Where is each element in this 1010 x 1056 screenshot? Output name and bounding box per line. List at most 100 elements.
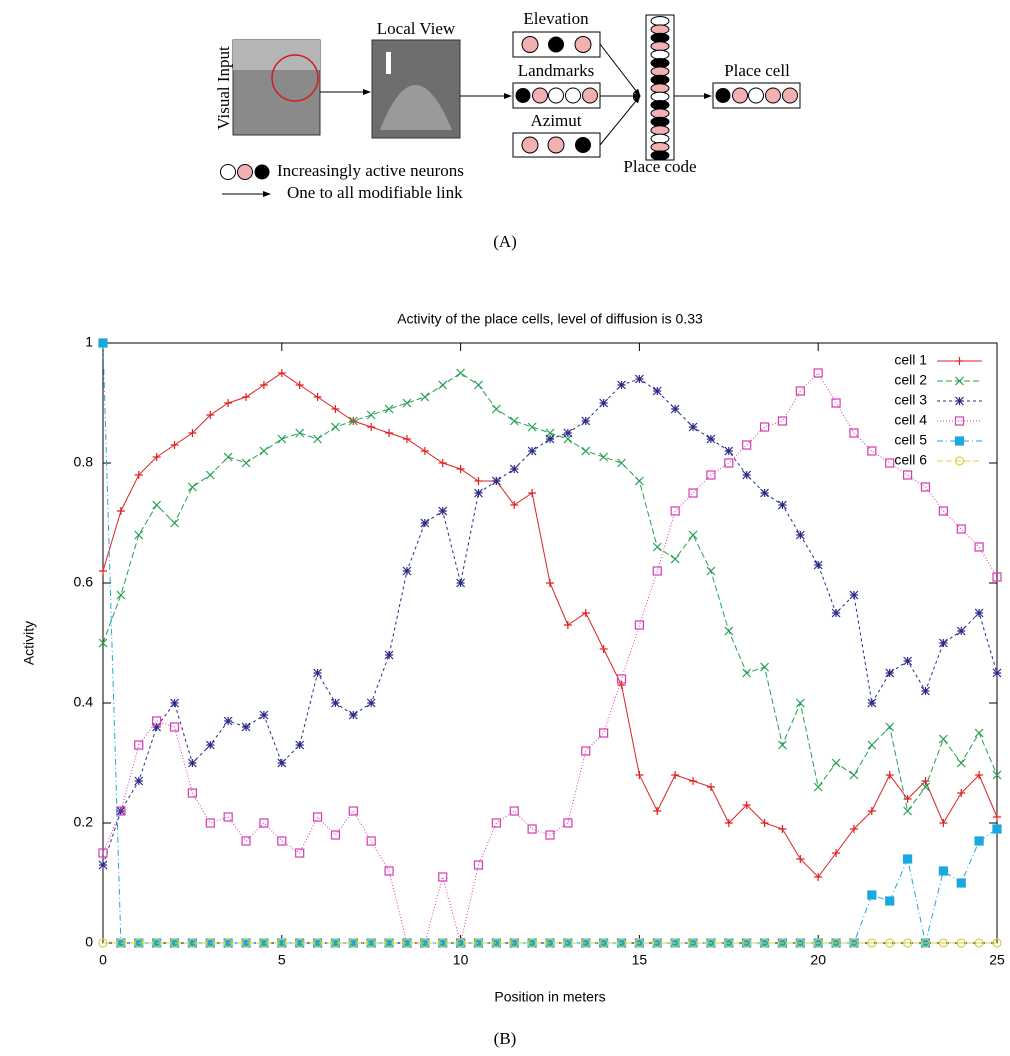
point: [813, 368, 823, 378]
point: [849, 428, 859, 438]
point: [188, 429, 197, 437]
point: [867, 890, 877, 900]
point: [348, 938, 358, 948]
point: [241, 722, 251, 732]
point: [242, 393, 251, 401]
point: [473, 860, 484, 870]
point: [599, 938, 609, 948]
point: [724, 819, 733, 827]
legend-label: cell 3: [894, 392, 927, 408]
point: [688, 422, 698, 432]
point: [563, 428, 573, 438]
point: [581, 938, 591, 948]
point: [170, 518, 179, 528]
point: [670, 938, 680, 948]
point: [795, 386, 805, 396]
point: [617, 380, 626, 390]
y-tick-label: 0.2: [74, 814, 94, 830]
point: [974, 728, 984, 738]
point: [688, 530, 698, 540]
point: [992, 668, 1002, 678]
point: [259, 446, 269, 456]
point: [438, 872, 448, 882]
point: [867, 698, 877, 708]
place-code-neuron: [650, 66, 670, 77]
place-code-label: Place code: [623, 157, 696, 176]
point: [652, 566, 662, 576]
point: [902, 938, 913, 948]
point: [98, 848, 108, 858]
point: [777, 938, 788, 948]
point: [992, 824, 1002, 834]
point: [205, 740, 215, 750]
point: [98, 338, 108, 348]
point: [366, 938, 376, 948]
x-tick-label: 5: [278, 952, 286, 968]
point: [885, 668, 895, 678]
point: [778, 740, 787, 750]
point: [205, 818, 215, 828]
focus-circle: [271, 54, 319, 102]
point: [688, 488, 698, 498]
point: [903, 806, 913, 816]
point: [634, 938, 645, 948]
point: [402, 566, 412, 576]
point: [98, 860, 108, 870]
place-code-neuron: [650, 125, 670, 136]
point: [259, 710, 269, 720]
legend-neurons: Increasingly active neurons: [277, 161, 464, 180]
point: [134, 776, 144, 786]
point: [366, 698, 376, 708]
point: [545, 434, 555, 444]
point: [760, 819, 769, 827]
point: [885, 896, 895, 906]
point: [671, 771, 680, 779]
point: [956, 524, 966, 534]
point: [689, 777, 698, 785]
point: [134, 938, 144, 948]
point: [313, 668, 322, 678]
series-line: [102, 372, 998, 944]
point: [402, 398, 412, 408]
point: [706, 470, 716, 480]
point: [152, 938, 162, 948]
point: [384, 866, 394, 876]
point: [653, 807, 662, 815]
legend-label: cell 2: [894, 372, 927, 388]
point: [992, 938, 1002, 948]
point: [169, 938, 180, 948]
point: [581, 416, 591, 426]
point: [259, 938, 269, 948]
point: [599, 452, 609, 462]
point: [903, 656, 913, 666]
x-tick-label: 15: [632, 952, 648, 968]
point: [581, 446, 591, 456]
point: [885, 771, 894, 779]
point: [277, 836, 287, 846]
point: [938, 866, 948, 876]
point: [920, 938, 931, 948]
x-tick-label: 0: [99, 952, 107, 968]
point: [759, 422, 770, 432]
point: [527, 824, 537, 834]
point: [241, 836, 251, 846]
point: [742, 801, 751, 809]
place-code-neuron: [650, 142, 670, 152]
point: [795, 530, 805, 540]
local-view-shape: [380, 85, 452, 130]
point: [938, 506, 948, 516]
place-code-neuron: [650, 58, 670, 68]
visual-input-label: Visual Input: [214, 46, 233, 130]
point: [938, 734, 948, 744]
point: [902, 470, 913, 480]
point: [187, 758, 197, 768]
point: [170, 441, 179, 449]
point: [223, 938, 233, 948]
point: [814, 873, 823, 881]
point: [420, 938, 430, 948]
point: [581, 746, 591, 756]
point: [205, 470, 215, 480]
point: [652, 938, 662, 948]
point: [634, 374, 644, 384]
